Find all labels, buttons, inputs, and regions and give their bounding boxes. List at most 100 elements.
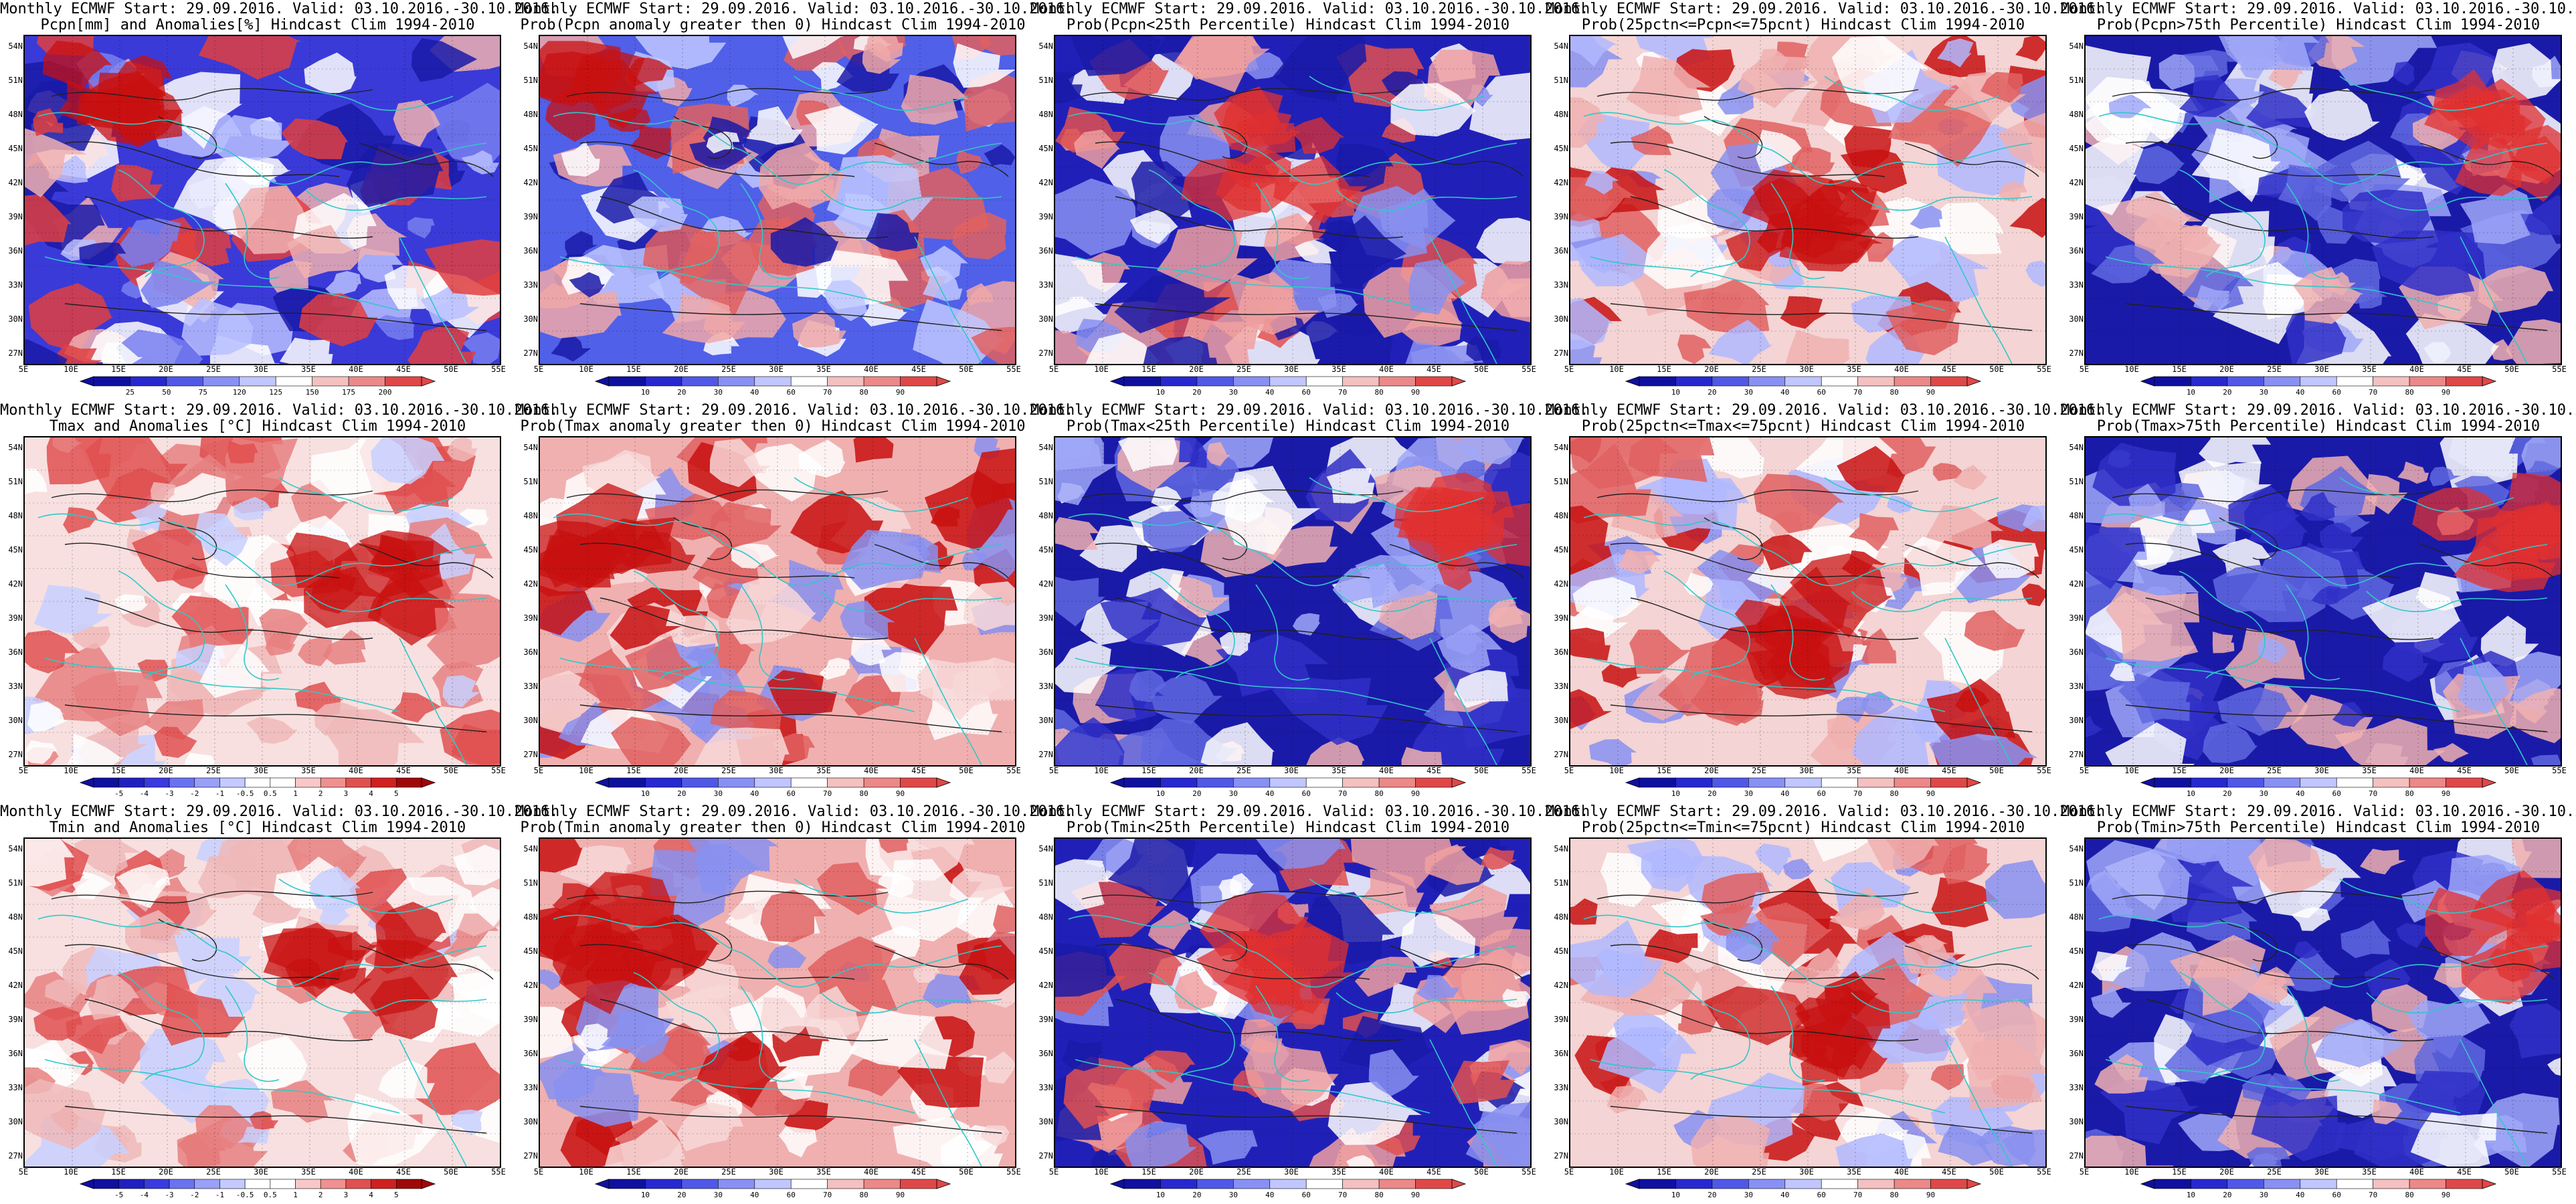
contour-line <box>51 489 373 502</box>
coastline <box>1336 992 1517 1014</box>
forecast-map <box>1569 436 2047 767</box>
colorbar-label: 40 <box>750 388 759 397</box>
colorbar-arrow-left <box>79 777 94 788</box>
colorbar-label: 30 <box>713 789 723 798</box>
anomaly-shading <box>1980 72 2023 103</box>
latitude-label: 48N <box>1554 511 1568 520</box>
colorbar-label: 80 <box>859 789 868 798</box>
anomaly-shading <box>1215 148 1300 213</box>
contour-line <box>600 597 889 640</box>
colorbar-label: 80 <box>1890 789 1899 798</box>
latitude-label: 27N <box>1554 750 1568 759</box>
longitude-label: 15E <box>111 1167 126 1177</box>
longitude-label: 55E <box>2552 1167 2567 1177</box>
anomaly-shading <box>281 118 349 159</box>
anomaly-shading <box>782 36 844 60</box>
anomaly-shading <box>450 1109 483 1136</box>
anomaly-shading <box>1570 97 1606 148</box>
anomaly-shading <box>826 155 934 231</box>
colorbar-arrow-left <box>1625 376 1640 387</box>
coastline <box>820 189 1002 211</box>
colorbar-label: 30 <box>713 388 723 397</box>
anomaly-shading <box>63 507 98 534</box>
coastline <box>740 183 795 280</box>
map-panel: Monthly ECMWF Start: 29.09.2016. Valid: … <box>1546 401 2104 803</box>
colorbar-segment <box>219 1179 246 1189</box>
anomaly-shading <box>2314 140 2411 202</box>
longitude-label: 55E <box>2552 766 2567 775</box>
anomaly-shading <box>1976 1126 2037 1167</box>
anomaly-shading <box>1129 209 1178 244</box>
longitude-label: 5E <box>2079 365 2090 374</box>
anomaly-shading <box>2396 923 2431 948</box>
latitude-label: 48N <box>8 511 23 520</box>
anomaly-shading <box>1629 629 1691 674</box>
longitude-label: 50E <box>1474 1167 1489 1177</box>
anomaly-shading <box>2372 230 2479 296</box>
contour-line <box>1610 944 1885 980</box>
coastline <box>2098 112 2548 185</box>
coastline <box>740 985 795 1082</box>
colorbar-arrow-right <box>1451 777 1467 788</box>
coastline <box>1075 1059 1431 1114</box>
colorbar-label: 10 <box>1156 388 1166 397</box>
colorbar <box>1109 1179 1467 1189</box>
latitude-label: 30N <box>2069 716 2084 725</box>
longitude-label: 15E <box>626 766 641 775</box>
coastline <box>278 477 454 512</box>
colorbar-segment <box>118 1179 145 1189</box>
contour-line <box>2145 196 2434 239</box>
anomaly-shading <box>1964 610 2025 651</box>
latitude-label: 27N <box>2069 348 2084 358</box>
longitude-label: 35E <box>816 365 831 374</box>
anomaly-shading <box>565 231 598 258</box>
colorbar-label: 2 <box>318 789 323 798</box>
anomaly-shading <box>812 62 854 92</box>
colorbar-label: 70 <box>2369 388 2378 397</box>
longitude-label: 40E <box>1894 365 1909 374</box>
colorbar-segment <box>2191 376 2228 387</box>
anomaly-shading <box>1346 1155 1375 1167</box>
coastline <box>1590 256 1946 311</box>
colorbar <box>79 376 436 387</box>
coastline <box>1770 584 1825 681</box>
colorbar-label: 70 <box>1853 388 1863 397</box>
anomaly-shading <box>411 38 478 82</box>
latitude-label: 54N <box>1038 844 1053 854</box>
colorbar-segment <box>1639 1179 1676 1189</box>
contour-line <box>2145 999 2434 1041</box>
contour-line <box>158 517 217 561</box>
anomaly-shading <box>984 144 1015 167</box>
longitude-label: 50E <box>1474 766 1489 775</box>
colorbar-label: 70 <box>1338 789 1348 798</box>
coastline <box>1148 169 1235 278</box>
anomaly-shading <box>116 329 203 364</box>
anomaly-shading <box>679 231 761 316</box>
coastline <box>305 591 487 613</box>
panel-title-line1: Monthly ECMWF Start: 29.09.2016. Valid: … <box>515 402 1074 419</box>
longitude-label: 20E <box>1704 1167 1719 1177</box>
anomaly-shading <box>1600 852 1655 908</box>
colorbar-segment <box>681 1179 719 1189</box>
longitude-label: 55E <box>2037 1167 2051 1177</box>
longitude-label: 45E <box>396 365 411 374</box>
latitude-label: 42N <box>523 178 538 187</box>
panel-title-line2: Prob(Pcpn<25th Percentile) Hindcast Clim… <box>1066 17 1510 33</box>
longitude-label: 25E <box>1236 766 1251 775</box>
longitude-label: 45E <box>1427 766 1441 775</box>
colorbar-label: 30 <box>2259 1191 2268 1199</box>
anomaly-shading <box>569 272 605 298</box>
anomaly-shading <box>1055 717 1125 765</box>
anomaly-shading <box>951 212 1006 260</box>
latitude-label: 54N <box>1038 41 1053 51</box>
longitude-label: 20E <box>674 766 688 775</box>
coastline <box>2339 76 2514 111</box>
anomaly-shading <box>625 635 703 692</box>
longitude-label: 45E <box>1427 1167 1441 1177</box>
anomaly-shading <box>1079 524 1150 573</box>
colorbar-segment <box>295 777 321 788</box>
coastline <box>914 236 982 364</box>
latitude-label: 48N <box>2069 110 2084 119</box>
colorbar-label: 80 <box>1374 789 1384 798</box>
latitude-label: 51N <box>2069 76 2084 85</box>
